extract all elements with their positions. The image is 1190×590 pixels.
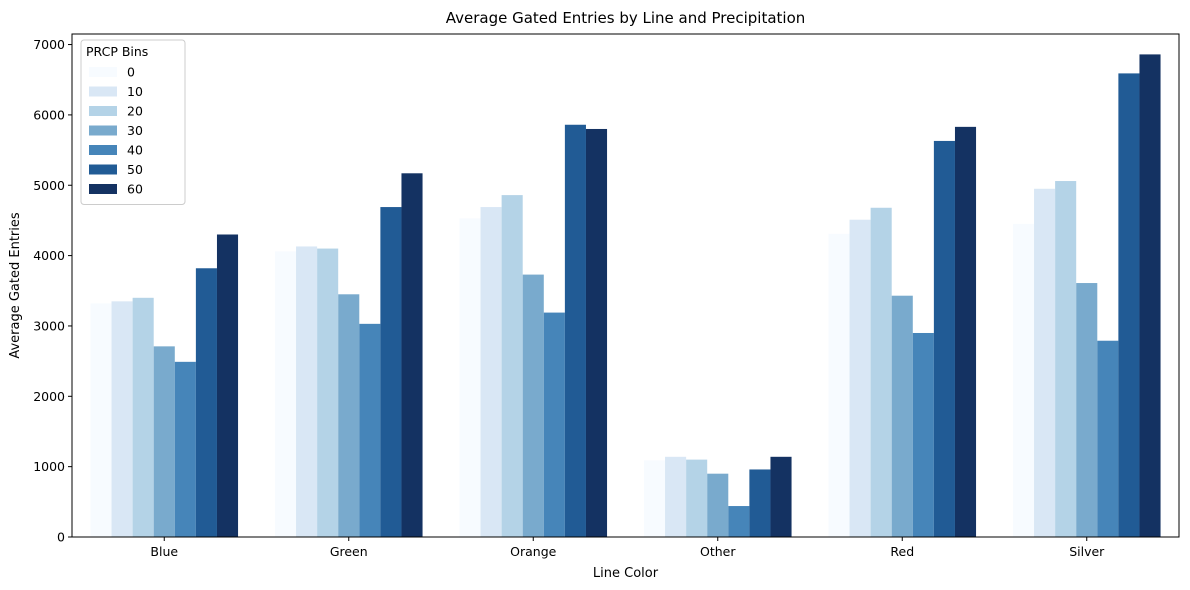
bar-silver-50 bbox=[1118, 73, 1140, 537]
bar-other-10 bbox=[665, 456, 687, 537]
legend-swatch-20 bbox=[89, 106, 117, 116]
bar-orange-30 bbox=[522, 274, 544, 537]
bar-green-40 bbox=[359, 323, 381, 537]
x-tick-label-blue: Blue bbox=[150, 544, 178, 559]
y-tick-label: 7000 bbox=[33, 37, 65, 52]
y-tick-label: 1000 bbox=[33, 459, 65, 474]
bars-group bbox=[90, 54, 1161, 538]
y-tick-label: 2000 bbox=[33, 389, 65, 404]
y-tick-label: 4000 bbox=[33, 248, 65, 263]
y-tick-label: 6000 bbox=[33, 107, 65, 122]
x-tick-label-red: Red bbox=[890, 544, 914, 559]
bar-blue-10 bbox=[111, 301, 133, 537]
bar-orange-0 bbox=[459, 218, 481, 537]
x-tick-label-orange: Orange bbox=[510, 544, 556, 559]
legend-box bbox=[80, 39, 186, 205]
legend-label-50: 50 bbox=[127, 162, 143, 177]
bar-red-10 bbox=[849, 219, 871, 537]
y-axis-label: Average Gated Entries bbox=[8, 212, 23, 359]
bar-orange-60 bbox=[585, 128, 608, 537]
bar-silver-30 bbox=[1076, 283, 1098, 537]
legend-swatch-60 bbox=[89, 184, 117, 194]
legend-title: PRCP Bins bbox=[86, 44, 148, 59]
legend-items: 0 10 20 30 40 50 60 bbox=[89, 65, 143, 197]
bar-green-50 bbox=[380, 207, 402, 538]
legend-swatch-30 bbox=[89, 125, 117, 136]
bar-red-60 bbox=[954, 126, 977, 537]
legend-swatch-40 bbox=[89, 145, 117, 155]
y-tick-label: 5000 bbox=[33, 178, 65, 193]
y-tick-label: 3000 bbox=[33, 318, 65, 333]
bar-green-60 bbox=[401, 173, 423, 538]
axes-group: 0 1000 2000 3000 4000 5000 6000 7000 Blue Green Or… bbox=[33, 33, 1180, 559]
legend-label-0: 0 bbox=[127, 65, 135, 80]
chart-title: Average Gated Entries by Line and Precip… bbox=[446, 9, 806, 27]
bar-red-0 bbox=[828, 233, 850, 537]
x-tick-label-green: Green bbox=[330, 544, 368, 559]
bar-silver-0 bbox=[1012, 223, 1035, 537]
legend-label-20: 20 bbox=[127, 104, 143, 119]
bar-blue-40 bbox=[174, 361, 196, 537]
bar-green-30 bbox=[338, 294, 360, 537]
x-tick-label-silver: Silver bbox=[1069, 544, 1105, 559]
legend-label-10: 10 bbox=[127, 84, 143, 99]
bar-silver-20 bbox=[1055, 181, 1077, 537]
bar-blue-30 bbox=[153, 346, 175, 537]
bar-blue-0 bbox=[90, 303, 112, 537]
bar-red-50 bbox=[933, 140, 955, 538]
bar-green-0 bbox=[274, 251, 297, 537]
x-tick-label-other: Other bbox=[700, 544, 736, 559]
legend: PRCP Bins 0 10 20 30 40 50 60 bbox=[80, 39, 186, 205]
bar-silver-10 bbox=[1034, 188, 1056, 537]
plot-frame bbox=[71, 33, 1180, 538]
bar-red-30 bbox=[891, 295, 913, 537]
legend-label-60: 60 bbox=[127, 182, 143, 197]
y-tick-label: 0 bbox=[57, 530, 65, 545]
bar-green-10 bbox=[296, 246, 318, 538]
bar-other-20 bbox=[686, 459, 708, 537]
bar-blue-60 bbox=[216, 234, 239, 537]
bar-other-0 bbox=[643, 460, 666, 537]
bar-orange-20 bbox=[501, 195, 523, 537]
legend-swatch-50 bbox=[89, 164, 117, 175]
bar-other-60 bbox=[770, 456, 792, 537]
bar-orange-40 bbox=[543, 312, 565, 537]
bar-orange-10 bbox=[480, 207, 502, 538]
bar-red-40 bbox=[912, 332, 934, 537]
x-axis-label: Line Color bbox=[593, 566, 659, 581]
legend-swatch-10 bbox=[89, 86, 117, 97]
bar-silver-40 bbox=[1097, 340, 1119, 537]
legend-label-40: 40 bbox=[127, 143, 143, 158]
bar-green-20 bbox=[317, 248, 339, 537]
legend-swatch-0 bbox=[89, 67, 117, 77]
bar-other-50 bbox=[749, 469, 771, 537]
bar-blue-20 bbox=[132, 297, 154, 537]
bar-blue-50 bbox=[195, 268, 217, 537]
bar-red-20 bbox=[870, 207, 892, 537]
bar-orange-50 bbox=[564, 124, 586, 538]
bar-silver-60 bbox=[1139, 54, 1161, 537]
bar-other-30 bbox=[707, 473, 729, 537]
legend-label-30: 30 bbox=[127, 123, 143, 138]
bar-other-40 bbox=[728, 506, 750, 537]
